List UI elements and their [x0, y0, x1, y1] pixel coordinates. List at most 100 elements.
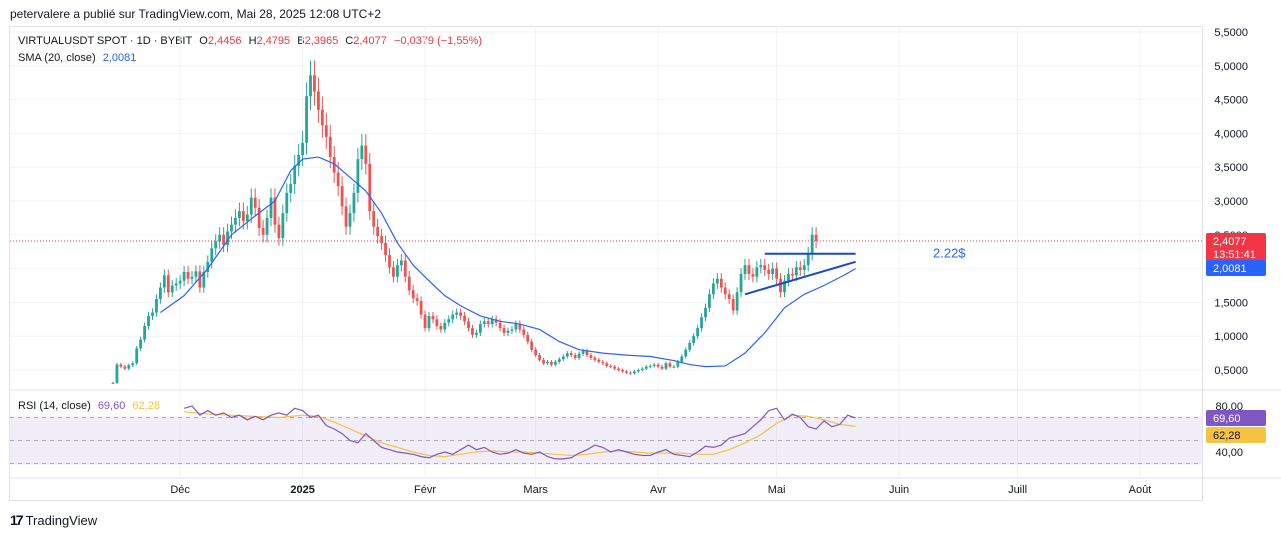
candle-body: [680, 356, 684, 362]
candle-body: [293, 165, 297, 185]
candle-body: [245, 214, 249, 222]
candle-body: [277, 224, 281, 239]
candle-body: [431, 315, 435, 320]
candle-body: [522, 329, 526, 335]
candle-body: [162, 275, 166, 288]
tradingview-logo[interactable]: 17 TradingView: [10, 512, 97, 528]
candle-body: [554, 361, 557, 365]
candle-body: [459, 312, 462, 316]
close-value: 2,4077: [353, 35, 387, 47]
candle-body: [593, 357, 597, 360]
candle-body: [447, 319, 451, 323]
candle-body: [190, 276, 194, 279]
low-value: 2,3965: [304, 35, 339, 47]
time-tick-label: Mars: [523, 484, 548, 496]
rsi-line: [183, 405, 856, 460]
candle-body: [289, 184, 293, 193]
candle-body: [621, 370, 624, 372]
rsi-badge-bg: [1206, 409, 1266, 426]
candle-body: [427, 315, 431, 329]
tradingview-logo-icon: 17: [10, 512, 24, 528]
candle-body: [399, 260, 403, 266]
candle-body: [546, 361, 549, 364]
candle-body: [194, 271, 198, 277]
candle-body: [656, 364, 660, 367]
candle-body: [182, 271, 186, 281]
price-tick-label: 5,0000: [1214, 61, 1248, 73]
candle-body: [471, 328, 474, 335]
candle-body: [328, 136, 332, 158]
time-tick-label: Août: [1129, 484, 1152, 496]
candle-body: [581, 351, 585, 354]
rsi-label: RSI (14, close): [18, 400, 91, 412]
candle-body: [814, 234, 818, 241]
candle-body: [565, 353, 569, 357]
candle-body: [542, 359, 545, 364]
candle-body: [668, 363, 672, 367]
candle-body: [301, 142, 304, 156]
price-tick-label: 1,0000: [1214, 331, 1248, 343]
candle-body: [384, 242, 387, 256]
candle-body: [783, 280, 786, 293]
candle-body: [178, 280, 182, 284]
rsi-ma-badge-text: 62,28: [1213, 430, 1241, 442]
rsi-badge-text: 69,60: [1213, 413, 1241, 425]
sma-badge-bg: [1206, 260, 1266, 277]
candle-body: [652, 364, 656, 366]
candle-body: [633, 371, 636, 374]
candle-body: [526, 334, 530, 342]
time-tick-label: Avr: [650, 484, 667, 496]
candle-body: [206, 261, 210, 272]
candle-body: [538, 355, 541, 360]
candle-body: [794, 267, 798, 276]
tradingview-brand: TradingView: [25, 512, 98, 528]
candle-body: [376, 226, 380, 237]
candle-body: [324, 125, 328, 137]
candle-body: [269, 197, 273, 218]
rsi-background: [10, 416, 1202, 465]
candle-body: [159, 287, 162, 300]
candle-body: [218, 234, 222, 242]
rsi-ma-value: 62,28: [132, 400, 160, 412]
symbol-legend: VIRTUALUSDT SPOT · 1D · BYBIT O2,4456 H2…: [18, 35, 486, 47]
price-tick-label: 0,5000: [1214, 365, 1248, 377]
candle-body: [139, 339, 143, 349]
candle-body: [712, 283, 715, 295]
close-label: C: [345, 35, 354, 47]
candle-body: [222, 234, 225, 245]
candle-body: [585, 351, 589, 356]
candle-body: [569, 353, 573, 356]
price-tick-label: 4,5000: [1214, 95, 1248, 107]
candle-body: [787, 274, 790, 281]
candle-body: [613, 366, 617, 369]
candle-body: [605, 363, 609, 366]
candle-body: [771, 268, 775, 275]
candle-body: [198, 271, 202, 288]
grid: [10, 27, 1281, 479]
candle-body: [234, 217, 237, 225]
candle-body: [451, 314, 455, 320]
candle-body: [170, 285, 174, 293]
candle-body: [779, 278, 782, 293]
candle-body: [226, 231, 229, 245]
candle-body: [810, 234, 814, 254]
candle-body: [419, 301, 423, 315]
candle-body: [806, 253, 810, 266]
candle-body: [297, 155, 301, 166]
candle-body: [396, 265, 399, 277]
candle-body: [115, 364, 119, 383]
candle-body: [364, 145, 368, 164]
candle-body: [530, 341, 534, 350]
candle-body: [455, 312, 459, 315]
candles: [111, 60, 818, 384]
candle-body: [755, 267, 759, 277]
candle-body: [676, 361, 680, 367]
candle-body: [747, 265, 751, 275]
axes: 0,50001,00001,50002,00002,50003,00003,50…: [170, 27, 1248, 496]
candle-body: [340, 186, 344, 207]
candle-body: [767, 269, 771, 275]
candle-body: [688, 342, 692, 350]
candle-body: [166, 275, 170, 293]
